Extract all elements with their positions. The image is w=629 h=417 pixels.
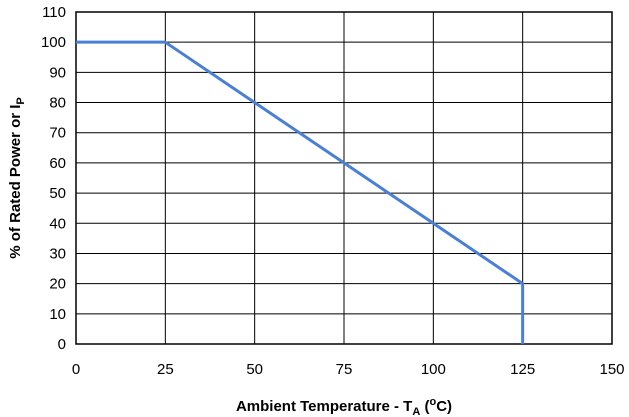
y-tick-label: 30 bbox=[49, 245, 66, 262]
x-tick-label: 125 bbox=[510, 361, 535, 378]
y-tick-label: 80 bbox=[49, 95, 66, 112]
y-tick-label: 90 bbox=[49, 64, 66, 81]
x-tick-label: 50 bbox=[246, 361, 263, 378]
y-tick-label: 70 bbox=[49, 125, 66, 142]
x-tick-label: 75 bbox=[336, 361, 353, 378]
y-tick-label: 0 bbox=[58, 336, 66, 353]
x-tick-label: 25 bbox=[157, 361, 174, 378]
x-tick-label: 150 bbox=[599, 361, 624, 378]
y-tick-label: 40 bbox=[49, 215, 66, 232]
y-tick-label: 100 bbox=[41, 34, 66, 51]
y-tick-label: 50 bbox=[49, 185, 66, 202]
y-tick-label: 60 bbox=[49, 155, 66, 172]
x-axis-label: Ambient Temperature - TA (oC) bbox=[236, 396, 452, 417]
grid bbox=[76, 12, 612, 344]
y-axis-label: % of Rated Power or IP bbox=[7, 97, 27, 259]
x-tick-label: 100 bbox=[421, 361, 446, 378]
y-tick-label: 20 bbox=[49, 276, 66, 293]
x-tick-label: 0 bbox=[72, 361, 80, 378]
x-tick-labels: 0 25 50 75 100 125 150 bbox=[72, 361, 625, 378]
y-tick-label: 110 bbox=[42, 4, 66, 21]
y-tick-label: 10 bbox=[49, 306, 66, 323]
y-tick-labels: 0 10 20 30 40 50 60 70 80 90 100 110 bbox=[41, 4, 66, 353]
